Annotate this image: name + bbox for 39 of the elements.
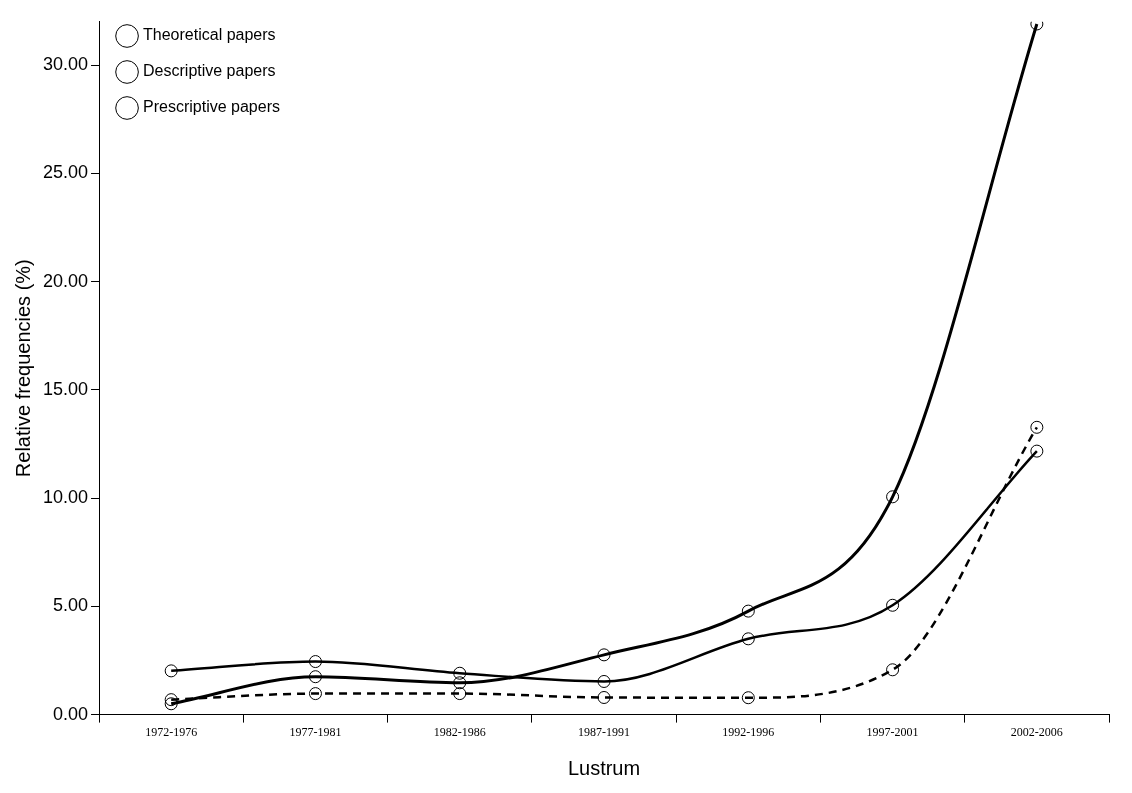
y-tick-label: 0.00	[53, 703, 89, 724]
point	[1030, 444, 1044, 458]
x-axis-title: Lustrum	[567, 756, 641, 779]
point	[886, 663, 900, 677]
x-tick-label: 1992-1996	[722, 724, 775, 739]
point	[308, 655, 322, 669]
y-axis-title: Relative frequencies (%)	[11, 259, 34, 478]
y-tick-label: 10.00	[43, 487, 89, 508]
point	[741, 632, 755, 646]
point	[164, 693, 178, 707]
point	[741, 691, 755, 705]
point	[597, 674, 611, 688]
point	[1030, 420, 1044, 434]
x-tick-label: 1997-2001	[866, 724, 919, 739]
point	[164, 697, 178, 711]
y-tick-label: 15.00	[43, 378, 89, 399]
point	[886, 490, 900, 504]
point	[741, 604, 755, 618]
y-tick-label: 20.00	[43, 270, 89, 291]
x-tick-label: 1972-1976	[145, 724, 198, 739]
y-tick-label: 5.00	[53, 595, 89, 616]
point	[453, 666, 467, 680]
x-tick-label: 1987-1991	[578, 724, 631, 739]
x-tick-label: 1982-1986	[433, 724, 486, 739]
point	[453, 676, 467, 690]
point	[308, 687, 322, 701]
legend-label: Prescriptive papers	[143, 98, 280, 116]
point	[164, 664, 178, 678]
x-tick-label: 1977-1981	[289, 724, 342, 739]
y-tick-label: 25.00	[43, 162, 89, 183]
point	[886, 598, 900, 612]
legend-label: Descriptive papers	[143, 62, 276, 80]
point	[453, 687, 467, 701]
point	[597, 648, 611, 662]
legend-label: Theoretical papers	[143, 26, 276, 44]
point	[597, 691, 611, 704]
x-tick-label: 2002-2006	[1010, 724, 1063, 739]
point	[308, 670, 322, 684]
y-tick-label: 30.00	[43, 54, 89, 75]
